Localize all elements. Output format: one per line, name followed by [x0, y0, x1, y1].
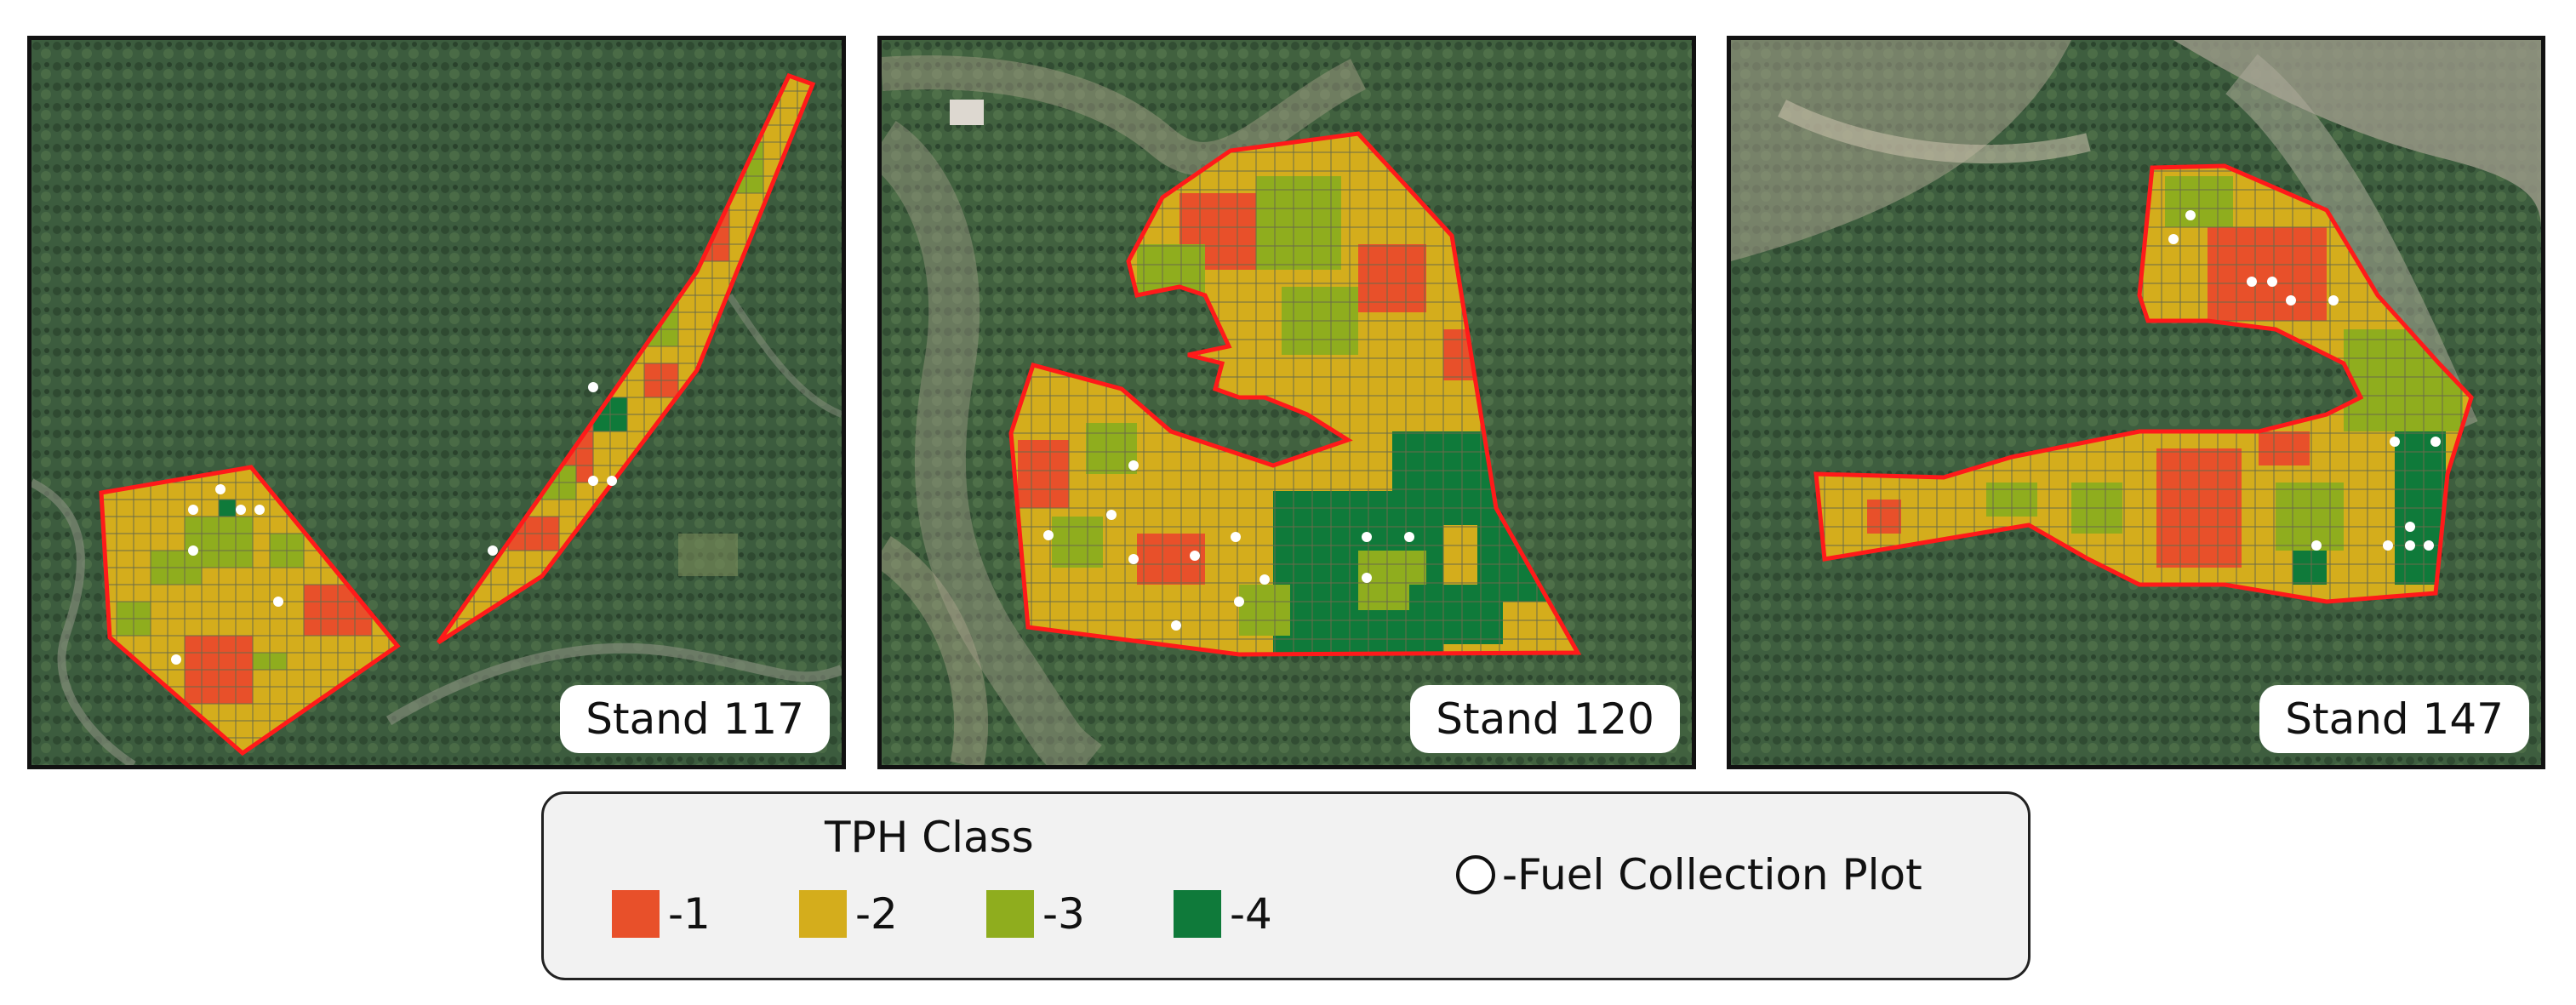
legend-item-class-3: -3: [986, 888, 1085, 940]
swatch-class-2: [799, 890, 847, 938]
legend-title: TPH Class: [825, 813, 1034, 862]
legend-item-class-2: -2: [799, 888, 898, 940]
legend-item-class-4: -4: [1174, 888, 1272, 940]
legend-label: -2: [855, 889, 898, 939]
stand-label: Stand 120: [1410, 685, 1680, 753]
legend-item-class-1: -1: [612, 888, 711, 940]
fuel-plot-label: -Fuel Collection Plot: [1502, 850, 1922, 899]
swatch-class-1: [612, 890, 660, 938]
legend-item-fuel-plot: -Fuel Collection Plot: [1456, 850, 1922, 899]
fuel-plot-circle-icon: [1456, 855, 1495, 894]
swatch-class-3: [986, 890, 1034, 938]
map-legend: TPH Class -1 -2 -3 -4 -Fuel Collection P…: [541, 791, 2031, 980]
stand-label: Stand 117: [560, 685, 830, 753]
map-panel-stand-117: Stand 117: [27, 36, 846, 769]
map-panel-stand-147: Stand 147: [1727, 36, 2545, 769]
stand-147-map: [1731, 40, 2541, 765]
legend-label: -4: [1230, 889, 1272, 939]
stand-120-map: [882, 40, 1692, 765]
stand-label: Stand 147: [2259, 685, 2529, 753]
legend-label: -1: [668, 889, 711, 939]
map-panel-stand-120: Stand 120: [877, 36, 1696, 769]
stand-117-map: [31, 40, 842, 765]
swatch-class-4: [1174, 890, 1221, 938]
legend-label: -3: [1042, 889, 1085, 939]
